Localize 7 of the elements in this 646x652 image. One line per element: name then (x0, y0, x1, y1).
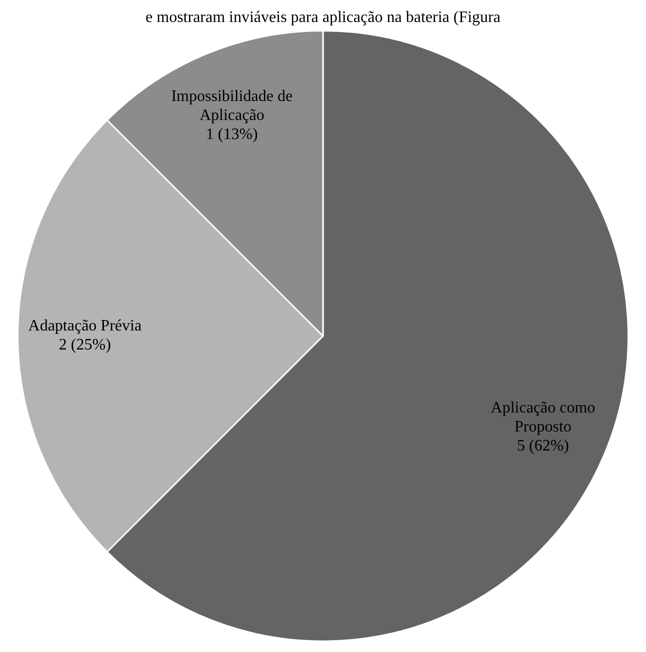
text: e mostraram inviáveis para aplicação na bateria (Figura (144, 8, 502, 28)
slice-label: Impossibilidade de Aplicação (171, 88, 293, 124)
data-label: 5 (62%) (516, 437, 569, 454)
data-label: 1 (13%) (206, 126, 258, 144)
slice-label: Aplicação como Proposto (490, 399, 596, 436)
slice-label: Adaptação Prévia (28, 318, 142, 335)
data-label: 2 (25%) (58, 336, 111, 354)
